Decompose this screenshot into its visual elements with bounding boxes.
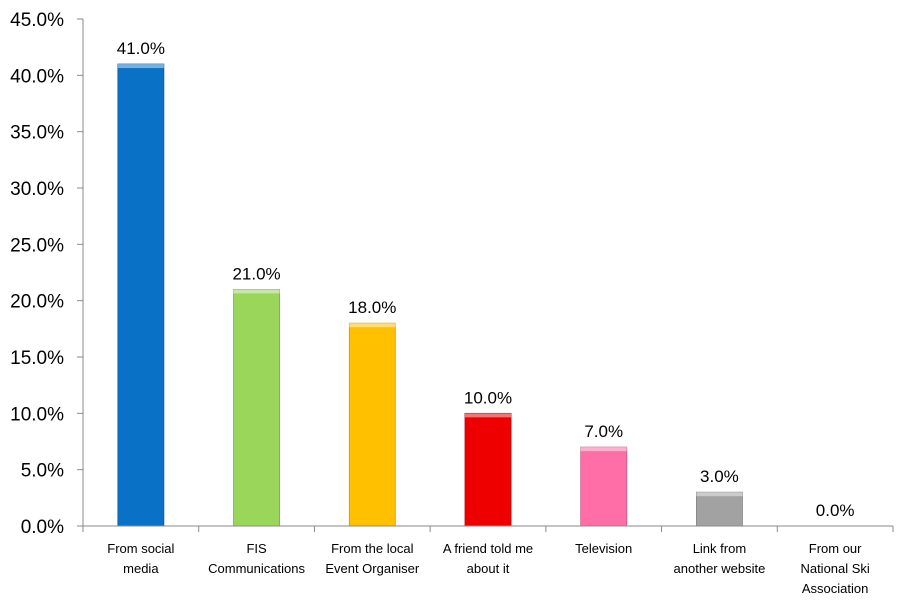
y-tick-label: 45.0% <box>10 10 64 31</box>
bar <box>233 288 280 527</box>
x-tick-label: From social <box>107 541 174 556</box>
x-tick-label: about it <box>467 561 510 576</box>
bar <box>696 491 743 527</box>
axes-group <box>77 18 894 532</box>
bar-top-highlight <box>233 289 280 294</box>
x-tick-label: From the local <box>331 541 413 556</box>
y-tick-label: 35.0% <box>10 123 64 144</box>
x-tick-label: FIS <box>246 541 267 556</box>
y-tick-label: 5.0% <box>21 461 64 482</box>
bar-top-highlight <box>465 413 511 418</box>
x-tick-label: National Ski <box>800 561 869 576</box>
bar <box>348 322 396 527</box>
x-tick-label: A friend told me <box>443 541 533 556</box>
y-tick-label: 0.0% <box>21 517 64 538</box>
x-tick-label: Association <box>802 581 868 596</box>
bar <box>464 412 512 527</box>
y-tick-label: 40.0% <box>10 66 64 87</box>
bar-top-highlight <box>117 64 164 69</box>
bar-top-highlight <box>349 323 396 328</box>
bar <box>117 63 165 527</box>
data-label: 3.0% <box>700 467 739 486</box>
y-tick-label: 20.0% <box>10 292 64 313</box>
bar-top-highlight <box>580 447 627 452</box>
data-label: 10.0% <box>464 388 512 407</box>
labels-group: 0.0% 5.0% 10.0% 15.0% 20.0% 25.0% 30.0% 35.0% 40… <box>10 10 870 596</box>
x-tick-label: another website <box>674 561 766 576</box>
y-tick-label: 30.0% <box>10 179 64 200</box>
x-tick-label: Event Organiser <box>325 561 420 576</box>
bar <box>580 446 628 527</box>
data-label: 18.0% <box>348 298 396 317</box>
x-tick-label: Television <box>575 541 632 556</box>
data-label: 41.0% <box>117 39 165 58</box>
data-label: 21.0% <box>232 264 280 283</box>
x-tick-label: Link from <box>693 541 746 556</box>
bar-top-highlight <box>696 492 743 497</box>
x-tick-label: Communications <box>208 561 305 576</box>
x-tick-label: From our <box>809 541 862 556</box>
x-tick-label: media <box>123 561 159 576</box>
data-label: 0.0% <box>816 501 855 520</box>
bars-group <box>117 63 743 527</box>
data-label: 7.0% <box>584 422 623 441</box>
y-tick-label: 10.0% <box>10 404 64 425</box>
y-tick-label: 15.0% <box>10 348 64 369</box>
y-tick-label: 25.0% <box>10 235 64 256</box>
